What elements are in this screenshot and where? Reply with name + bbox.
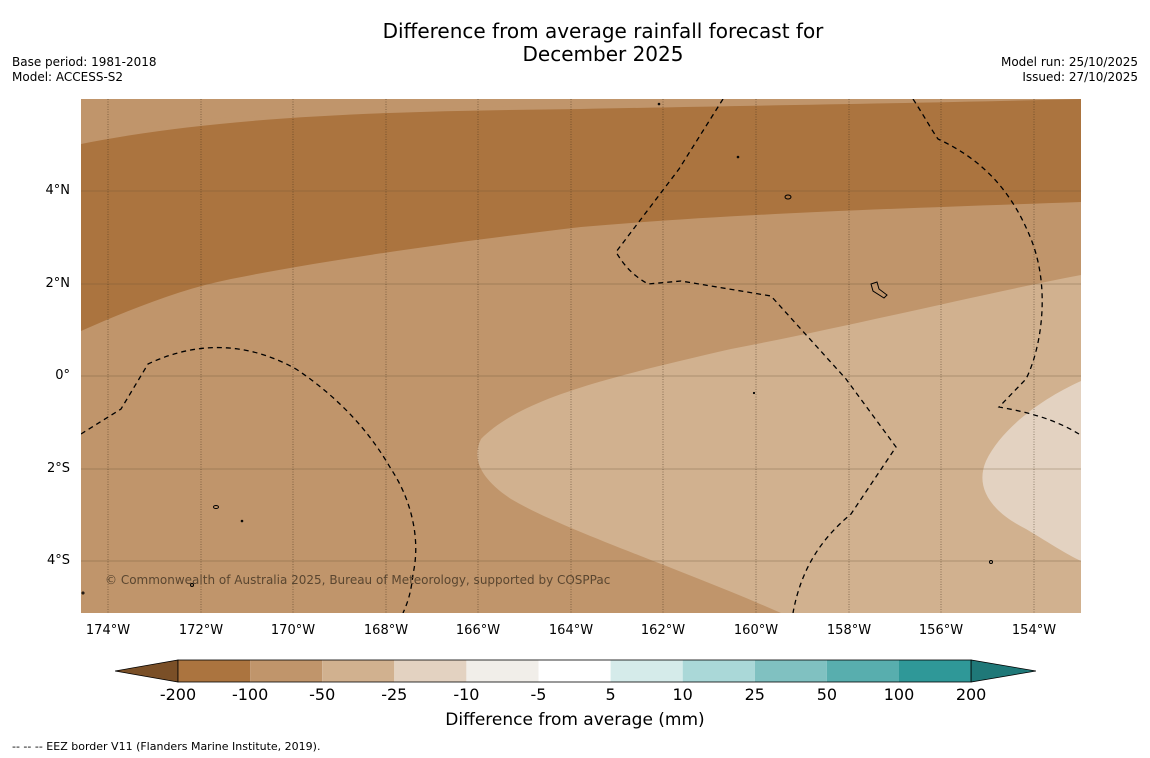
meta-right: Model run: 25/10/2025 Issued: 27/10/2025 — [1001, 55, 1138, 85]
lon-label-162w: 162°W — [640, 623, 686, 638]
lon-label-166w: 166°W — [455, 623, 501, 638]
lon-label-164w: 164°W — [548, 623, 594, 638]
colorbar-segment — [250, 660, 323, 682]
colorbar-title: Difference from average (mm) — [445, 710, 705, 730]
eez-borders — [81, 99, 1080, 613]
colorbar-tick-label: 10 — [672, 685, 693, 704]
copyright-text: © Commonwealth of Australia 2025, Bureau… — [105, 573, 611, 587]
lon-label-174w: 174°W — [85, 623, 131, 638]
lon-label-170w: 170°W — [270, 623, 316, 638]
colorbar-tick-label: -10 — [453, 685, 480, 704]
lat-label-4n: 4°N — [45, 183, 71, 198]
colorbar-tick-label: -25 — [381, 685, 408, 704]
colorbar-segment — [754, 660, 827, 682]
lon-label-158w: 158°W — [826, 623, 872, 638]
colorbar-tick-label: 5 — [605, 685, 616, 704]
lat-label-2n: 2°N — [45, 276, 71, 291]
colorbar-tick-label: 100 — [883, 685, 915, 704]
colorbar-segment — [682, 660, 755, 682]
colorbar — [115, 659, 1036, 683]
lon-label-154w: 154°W — [1011, 623, 1057, 638]
islands — [81, 102, 993, 595]
lat-label-0: 0° — [55, 368, 70, 383]
chart-title: Difference from average rainfall forecas… — [0, 20, 1150, 66]
zone-lt-neg100 — [81, 99, 1081, 331]
model-name: Model: ACCESS-S2 — [12, 70, 124, 84]
colorbar-tick-label: 200 — [955, 685, 987, 704]
colorbar-tick-label: -5 — [530, 685, 547, 704]
colorbar-segment — [466, 660, 539, 682]
lat-label-2s: 2°S — [46, 461, 70, 476]
colorbar-extend-low — [115, 659, 179, 683]
lon-label-156w: 156°W — [918, 623, 964, 638]
lon-gridlines — [107, 99, 1035, 613]
colorbar-segment — [394, 660, 467, 682]
issued-date: Issued: 27/10/2025 — [1022, 70, 1138, 84]
base-period: Base period: 1981-2018 — [12, 55, 157, 69]
colorbar-segment — [178, 660, 251, 682]
colorbar-tick-label: -100 — [231, 685, 269, 704]
colorbar-segment — [899, 660, 972, 682]
colorbar-extend-high — [970, 659, 1036, 683]
lon-label-168w: 168°W — [363, 623, 409, 638]
colorbar-tick-label: -200 — [159, 685, 197, 704]
chart-title-line2: December 2025 — [522, 42, 684, 66]
colorbar-segment — [322, 660, 395, 682]
lon-label-160w: 160°W — [733, 623, 779, 638]
colorbar-tick-label: -50 — [309, 685, 336, 704]
chart-title-line1: Difference from average rainfall forecas… — [382, 19, 824, 43]
colorbar-segment — [610, 660, 683, 682]
map-svg — [81, 99, 1081, 613]
lat-gridlines — [81, 190, 1081, 562]
colorbar-segment — [826, 660, 899, 682]
lon-label-172w: 172°W — [178, 623, 224, 638]
map-panel — [81, 99, 1081, 613]
meta-left: Base period: 1981-2018 Model: ACCESS-S2 — [12, 55, 157, 85]
colorbar-tick-label: 50 — [816, 685, 838, 704]
zone-top-band — [81, 99, 641, 144]
colorbar-tick-label: 25 — [744, 685, 765, 704]
colorbar-segment — [538, 660, 611, 682]
eez-footnote: -- -- -- EEZ border V11 (Flanders Marine… — [12, 740, 321, 753]
model-run: Model run: 25/10/2025 — [1000, 55, 1138, 69]
zone-neg25-neg10 — [982, 381, 1081, 561]
lat-label-4s: 4°S — [46, 553, 70, 568]
colorbar-outline — [177, 659, 972, 683]
